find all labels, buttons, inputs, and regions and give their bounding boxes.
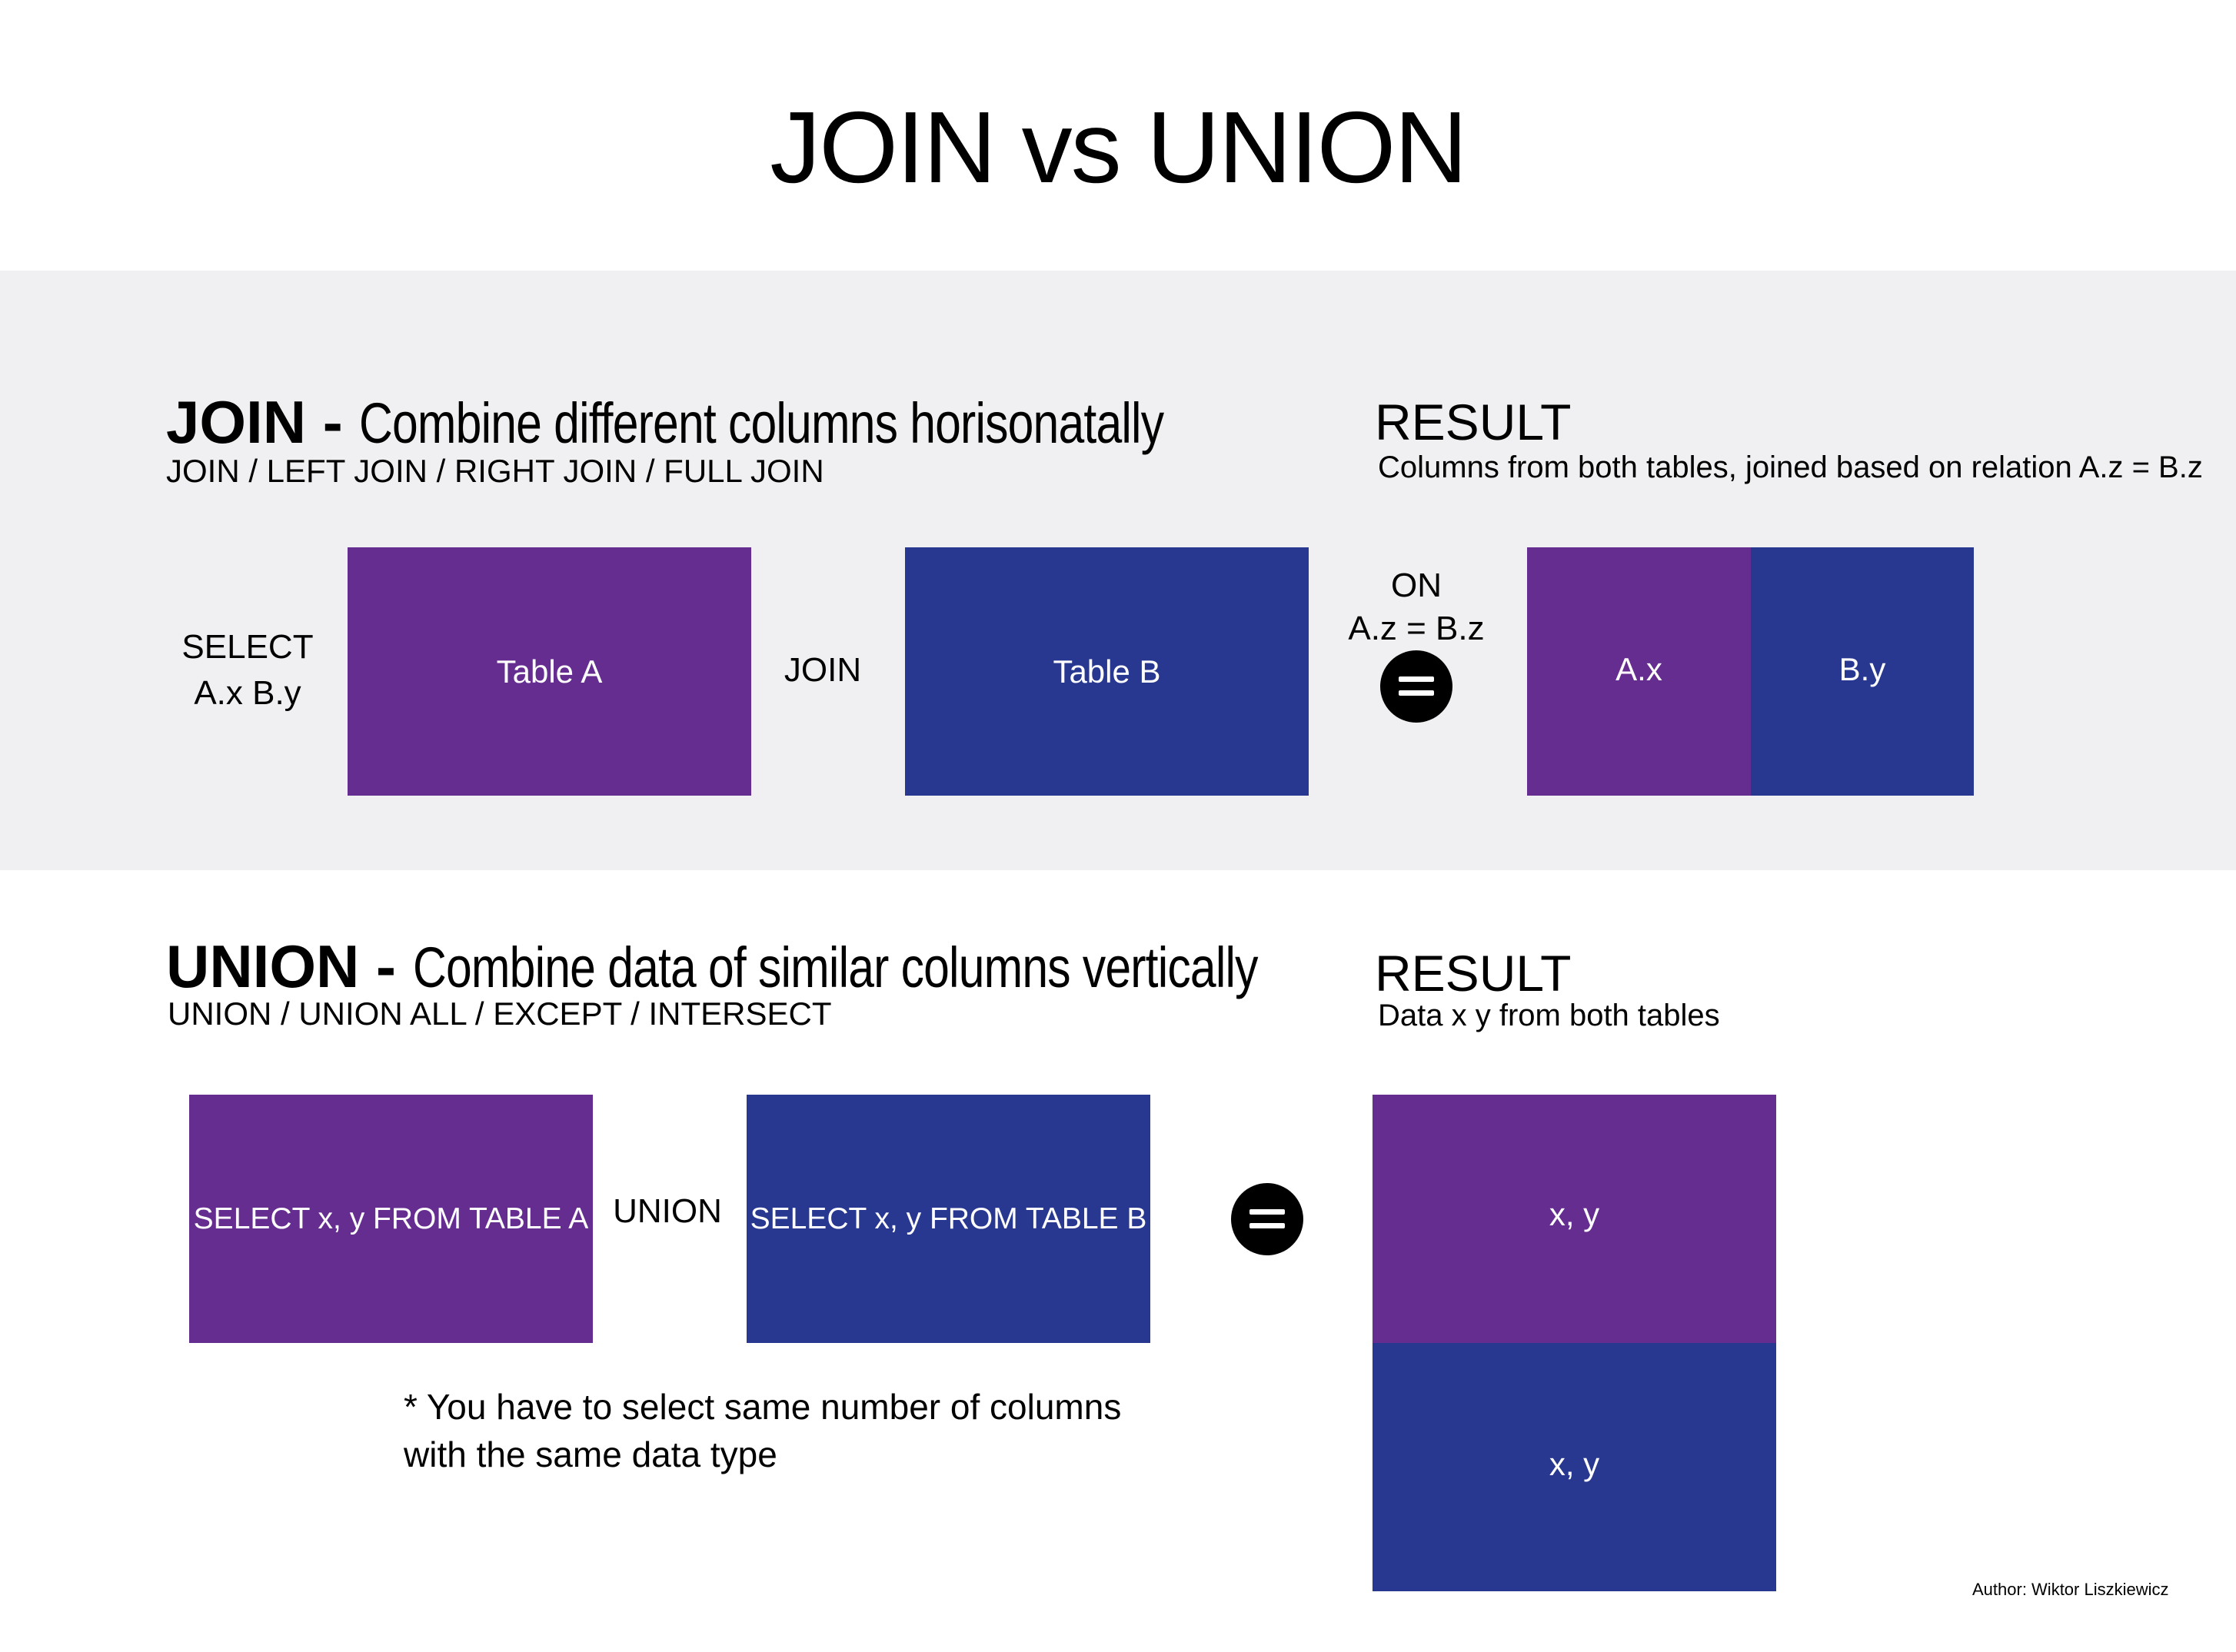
- join-subheading: JOIN / LEFT JOIN / RIGHT JOIN / FULL JOI…: [166, 453, 824, 489]
- page-title: JOIN vs UNION: [770, 91, 1467, 204]
- union-result-rows-b-label: x, y: [1549, 1445, 1600, 1482]
- join-result-description: Columns from both tables, joined based o…: [1378, 450, 2203, 484]
- author-credit: Author: Wiktor Liszkiewicz: [1972, 1580, 2169, 1599]
- join-result-column-b-label: B.y: [1838, 650, 1886, 687]
- join-select-line2: A.x B.y: [194, 674, 301, 712]
- join-result-column-a-label: A.x: [1615, 650, 1662, 687]
- union-note-line1: * You have to select same number of colu…: [404, 1387, 1122, 1427]
- join-on-keyword: ON: [1391, 567, 1442, 604]
- union-heading-description: Combine data of similar columns vertical…: [412, 936, 1258, 999]
- join-result-heading: RESULT: [1375, 394, 1572, 450]
- join-select-line1: SELECT: [181, 628, 314, 666]
- join-table-b: Table B: [905, 547, 1309, 796]
- union-heading: UNION - Combine data of similar columns …: [166, 936, 1442, 996]
- join-table-a: Table A: [348, 547, 751, 796]
- join-on-expression: A.z = B.z: [1348, 610, 1485, 647]
- join-heading: JOIN - Combine different columns horison…: [166, 392, 1340, 452]
- union-query-b-label: SELECT x, y FROM TABLE B: [750, 1202, 1147, 1235]
- union-result-heading: RESULT: [1375, 945, 1572, 1002]
- join-table-a-label: Table A: [496, 653, 603, 690]
- union-query-a: SELECT x, y FROM TABLE A: [189, 1095, 593, 1343]
- union-note-line2: with the same data type: [404, 1434, 777, 1474]
- union-subheading: UNION / UNION ALL / EXCEPT / INTERSECT: [168, 996, 832, 1032]
- union-result-rows-a-label: x, y: [1549, 1195, 1600, 1232]
- join-table-b-label: Table B: [1053, 653, 1161, 690]
- union-heading-keyword: UNION -: [166, 932, 413, 1000]
- join-result-column-b: B.y: [1751, 547, 1974, 796]
- union-result-description: Data x y from both tables: [1378, 999, 1720, 1032]
- join-equals-icon: [1380, 650, 1452, 723]
- union-note: * You have to select same number of colu…: [404, 1383, 1121, 1478]
- join-on-condition: ON A.z = B.z: [1339, 564, 1493, 650]
- union-result-rows-a: x, y: [1373, 1095, 1776, 1343]
- join-heading-keyword: JOIN -: [166, 388, 360, 456]
- union-equals-icon: [1231, 1183, 1303, 1255]
- union-result-rows-b: x, y: [1373, 1343, 1776, 1591]
- join-operator-label: JOIN: [784, 651, 862, 689]
- join-select-label: SELECT A.x B.y: [163, 624, 332, 716]
- union-operator-label: UNION: [613, 1192, 722, 1230]
- union-query-b: SELECT x, y FROM TABLE B: [747, 1095, 1150, 1343]
- join-heading-description: Combine different columns horisonatally: [359, 391, 1164, 455]
- join-result-column-a: A.x: [1527, 547, 1751, 796]
- union-query-a-label: SELECT x, y FROM TABLE A: [193, 1202, 589, 1235]
